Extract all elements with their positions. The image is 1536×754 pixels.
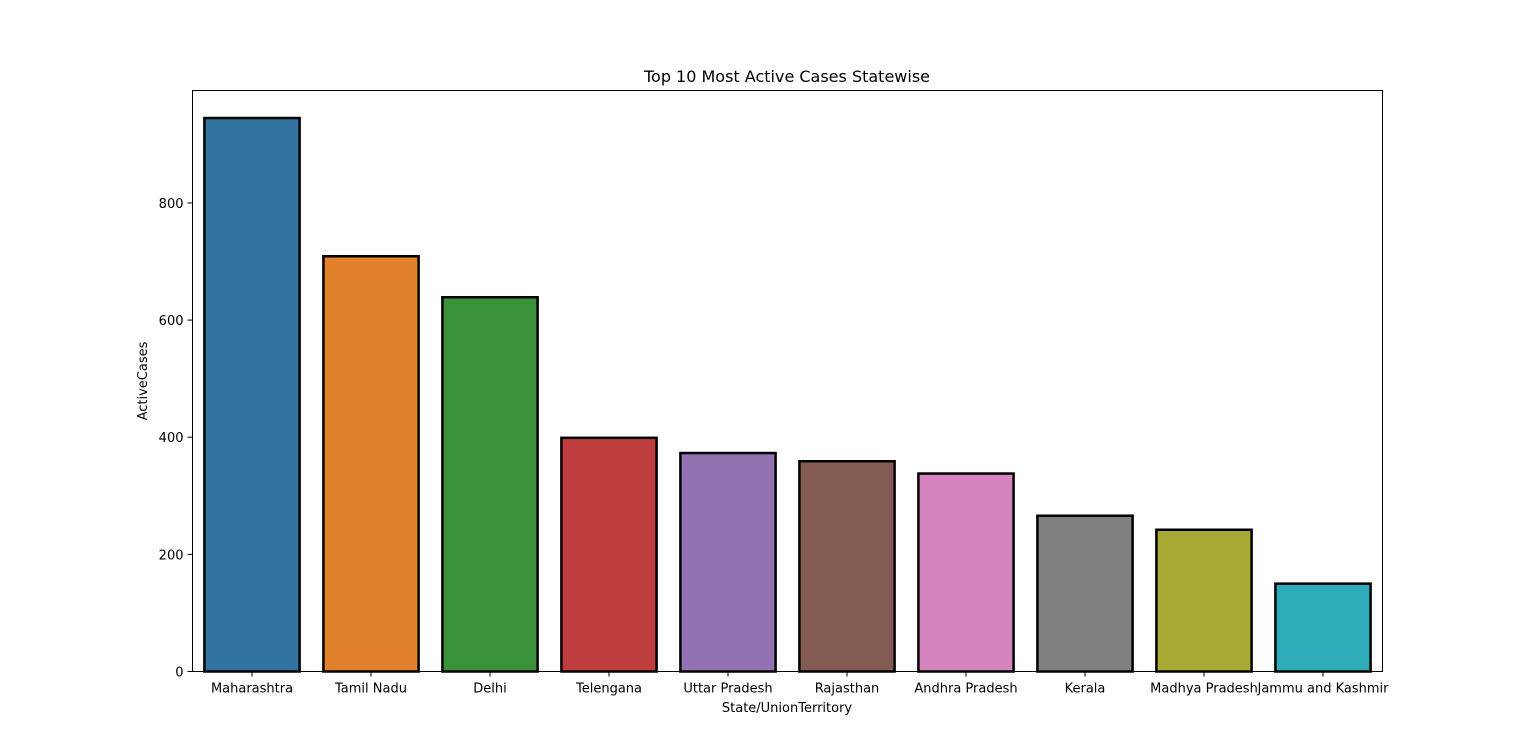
y-axis-label: ActiveCases [136, 341, 151, 420]
bar-madhya-pradesh [1155, 528, 1253, 673]
bar-jammu-and-kashmir [1274, 582, 1372, 673]
bar-telengana [560, 436, 658, 673]
x-tick-label: Maharashtra [211, 682, 293, 697]
x-tick-label: Tamil Nadu [334, 682, 407, 697]
x-axis: Maharashtra Tamil Nadu Delhi Telengana Uttar… [211, 671, 1390, 697]
bar-maharashtra [203, 116, 301, 673]
x-tick-label: Uttar Pradesh [683, 682, 772, 697]
bar-kerala [1036, 514, 1134, 673]
y-tick-label: 800 [159, 197, 184, 212]
x-tick-label: Telengana [575, 682, 642, 697]
y-tick-label: 600 [159, 314, 184, 329]
bar-andhra-pradesh [917, 472, 1015, 673]
y-tick-label: 400 [159, 431, 184, 446]
bar-uttar-pradesh [679, 451, 777, 673]
x-tick-label: Madhya Pradesh [1150, 682, 1258, 697]
x-axis-label: State/UnionTerritory [722, 701, 853, 716]
x-tick-label: Delhi [473, 682, 506, 697]
x-tick-label: Kerala [1065, 682, 1106, 697]
bar-tamil-nadu [322, 254, 420, 673]
x-tick-label: Jammu and Kashmir [1257, 682, 1390, 697]
y-tick-label: 200 [159, 548, 184, 563]
y-axis: 0 200 400 600 800 [159, 197, 193, 681]
bar-delhi [441, 295, 539, 673]
x-tick-label: Andhra Pradesh [914, 682, 1017, 697]
bars-group [203, 116, 1372, 673]
bar-rajasthan [798, 459, 896, 673]
x-tick-label: Rajasthan [815, 682, 880, 697]
plot-area-frame [192, 90, 1383, 672]
y-tick-label: 0 [175, 666, 183, 681]
chart-title: Top 10 Most Active Cases Statewise [643, 67, 930, 86]
